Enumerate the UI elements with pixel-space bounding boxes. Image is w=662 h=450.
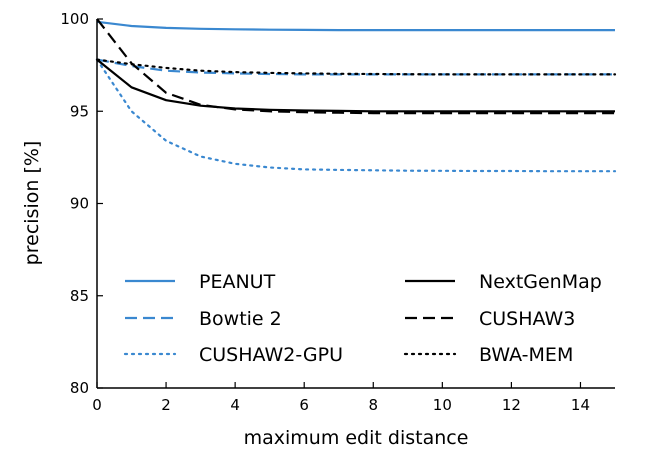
series-line-bowtie-2 [96,58,615,76]
series-lines [95,18,617,173]
series-line-nextgenmap [96,58,615,113]
x-tick-label: 0 [92,396,102,414]
series-line-cushaw2-gpu [95,58,617,173]
legend-item: CUSHAW3 [405,308,575,330]
x-tick-label: 6 [299,396,309,414]
x-tick-label: 10 [433,396,452,414]
legend-item: BWA-MEM [403,344,573,366]
legend-item: NextGenMap [405,271,602,293]
y-tick-label: 95 [70,102,89,120]
y-axis-label: precision [%] [21,141,43,266]
legend-label: CUSHAW2-GPU [199,344,343,366]
legend-label: NextGenMap [479,271,602,293]
y-tick-label: 100 [60,10,89,28]
legend-label: BWA-MEM [479,344,573,366]
legend-item: PEANUT [125,271,276,293]
x-axis-label: maximum edit distance [244,427,469,449]
legend-item: CUSHAW2-GPU [123,344,343,366]
series-line-bwa-mem [95,58,617,76]
y-tick-label: 80 [70,379,89,397]
legend-label: CUSHAW3 [479,308,575,330]
y-tick-label: 90 [70,195,89,213]
x-tick-label: 2 [161,396,171,414]
x-tick-label: 8 [368,396,378,414]
legend-label: Bowtie 2 [199,308,282,330]
legend: PEANUT Bowtie 2 CUSHAW2-GPU NextGenMap CUSHA… [123,271,602,366]
legend-label: PEANUT [199,271,276,293]
series-line-cushaw3 [96,18,615,115]
legend-item: Bowtie 2 [125,308,282,330]
x-tick-label: 4 [230,396,240,414]
x-tick-label: 12 [502,396,521,414]
series-line-peanut [96,20,615,32]
tick-marks: 0 2 4 6 8 10 12 14 80 85 90 95 100 [60,10,590,414]
x-tick-label: 14 [571,396,590,414]
y-tick-label: 85 [70,287,89,305]
